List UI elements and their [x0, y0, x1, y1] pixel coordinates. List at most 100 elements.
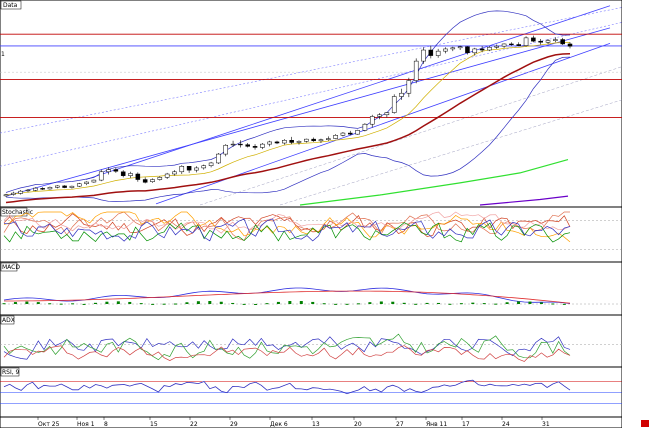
long-ma-green [299, 159, 569, 206]
date-label: 31 [542, 421, 550, 428]
candle-body [289, 139, 294, 143]
candle-body [501, 43, 507, 47]
date-label: 8 [104, 421, 108, 428]
macd-histogram-bar [494, 303, 498, 305]
macd-histogram-bar [414, 303, 418, 305]
date-label: 24 [502, 421, 510, 428]
macd-histogram-bar [517, 301, 521, 304]
candle-body [347, 132, 353, 135]
price-panel-title-box [0, 0, 22, 10]
macd-histogram-bar [13, 302, 17, 304]
candle-body [450, 47, 456, 50]
candle-body [47, 187, 53, 190]
macd-lines [0, 287, 622, 305]
candle-body [106, 169, 111, 173]
macd-signal-line [4, 290, 571, 304]
candle-body [421, 49, 426, 62]
stochastic-lines [0, 211, 622, 250]
candle-body [172, 171, 177, 175]
candle-body [428, 49, 434, 56]
macd-histogram-bar [93, 302, 97, 304]
macd-histogram-bar [448, 303, 452, 305]
stochastic-title: Stochastic [2, 209, 33, 216]
macd-histogram-bar [299, 301, 303, 304]
candle-body [318, 139, 324, 142]
macd-histogram-bar [276, 301, 280, 304]
stochastic-line [3, 218, 571, 242]
candle-body [523, 37, 529, 46]
price-panel-frame [0, 0, 623, 208]
date-axis-labels: Окт 25 Ноя 1 8 15 22 29 Дек 6 13 20 27 Янв 11 17 24 3… [37, 417, 550, 428]
stochastic-title-box [0, 207, 28, 217]
candle-body [69, 185, 75, 188]
macd-title: MACD [2, 264, 20, 271]
candle-body [304, 138, 309, 142]
candle-body [457, 46, 463, 49]
candle-body [413, 60, 419, 81]
candle-body [252, 146, 258, 148]
macd-histogram-bar [345, 303, 349, 305]
candle-body [553, 39, 558, 41]
stochastic-line [3, 211, 571, 243]
candle-body [18, 190, 23, 194]
macd-histogram-bar [208, 301, 212, 304]
candle-body [98, 171, 104, 181]
candle-body [194, 167, 199, 171]
stochastic-line [3, 213, 571, 237]
candle-body [208, 162, 214, 166]
candle-body [406, 80, 412, 94]
candle-body [223, 144, 229, 155]
macd-histogram-bar [174, 303, 178, 305]
candle-body [472, 48, 478, 54]
fast-ma-line [5, 42, 570, 196]
macd-histogram-bar [48, 303, 52, 305]
candle-body [435, 50, 441, 56]
candle-body [340, 132, 346, 136]
macd-histogram-bar [71, 303, 75, 305]
adx-line [3, 333, 571, 361]
date-label: 22 [190, 421, 198, 428]
date-label: 29 [230, 421, 238, 428]
candle-body [560, 39, 565, 45]
stochastic-panel-frame [0, 206, 623, 263]
candle-body [120, 171, 126, 176]
candle-body [282, 139, 287, 144]
candle-body [369, 116, 375, 125]
candle-body [201, 165, 207, 169]
date-label: 17 [462, 421, 470, 428]
candle-body [33, 187, 38, 191]
price-candles [3, 35, 573, 197]
macd-histogram-bar [459, 303, 463, 305]
regression-line [5, 27, 611, 197]
candle-body [355, 130, 360, 135]
date-label: Янв 11 [426, 421, 447, 428]
macd-histogram-bar [139, 303, 143, 305]
macd-histogram-bar [59, 303, 63, 305]
candle-body [11, 192, 16, 195]
candle-body [40, 188, 45, 190]
macd-histogram-bar [151, 303, 155, 305]
macd-histogram-bar [551, 303, 555, 305]
candle-body [384, 112, 390, 116]
macd-histogram-bar [425, 302, 429, 304]
rsi-title-box [0, 367, 20, 377]
candle-body [362, 123, 368, 131]
adx-title: ADX [2, 317, 15, 324]
candle-body [62, 185, 67, 188]
macd-histogram-bar [254, 303, 258, 305]
candle-body [164, 173, 170, 178]
candle-body [538, 40, 543, 43]
candle-body [487, 47, 492, 51]
candle-body [238, 143, 243, 146]
macd-histogram-bar [242, 303, 246, 305]
candle-body [399, 92, 404, 97]
candle-body [326, 138, 331, 140]
corner-button[interactable] [641, 420, 649, 427]
candle-body [113, 169, 119, 172]
macd-histogram-bar [36, 302, 40, 304]
macd-histogram-bar [437, 302, 441, 304]
price-grid [0, 5, 623, 206]
candle-body [545, 40, 551, 43]
rsi-panel-frame [0, 366, 623, 418]
